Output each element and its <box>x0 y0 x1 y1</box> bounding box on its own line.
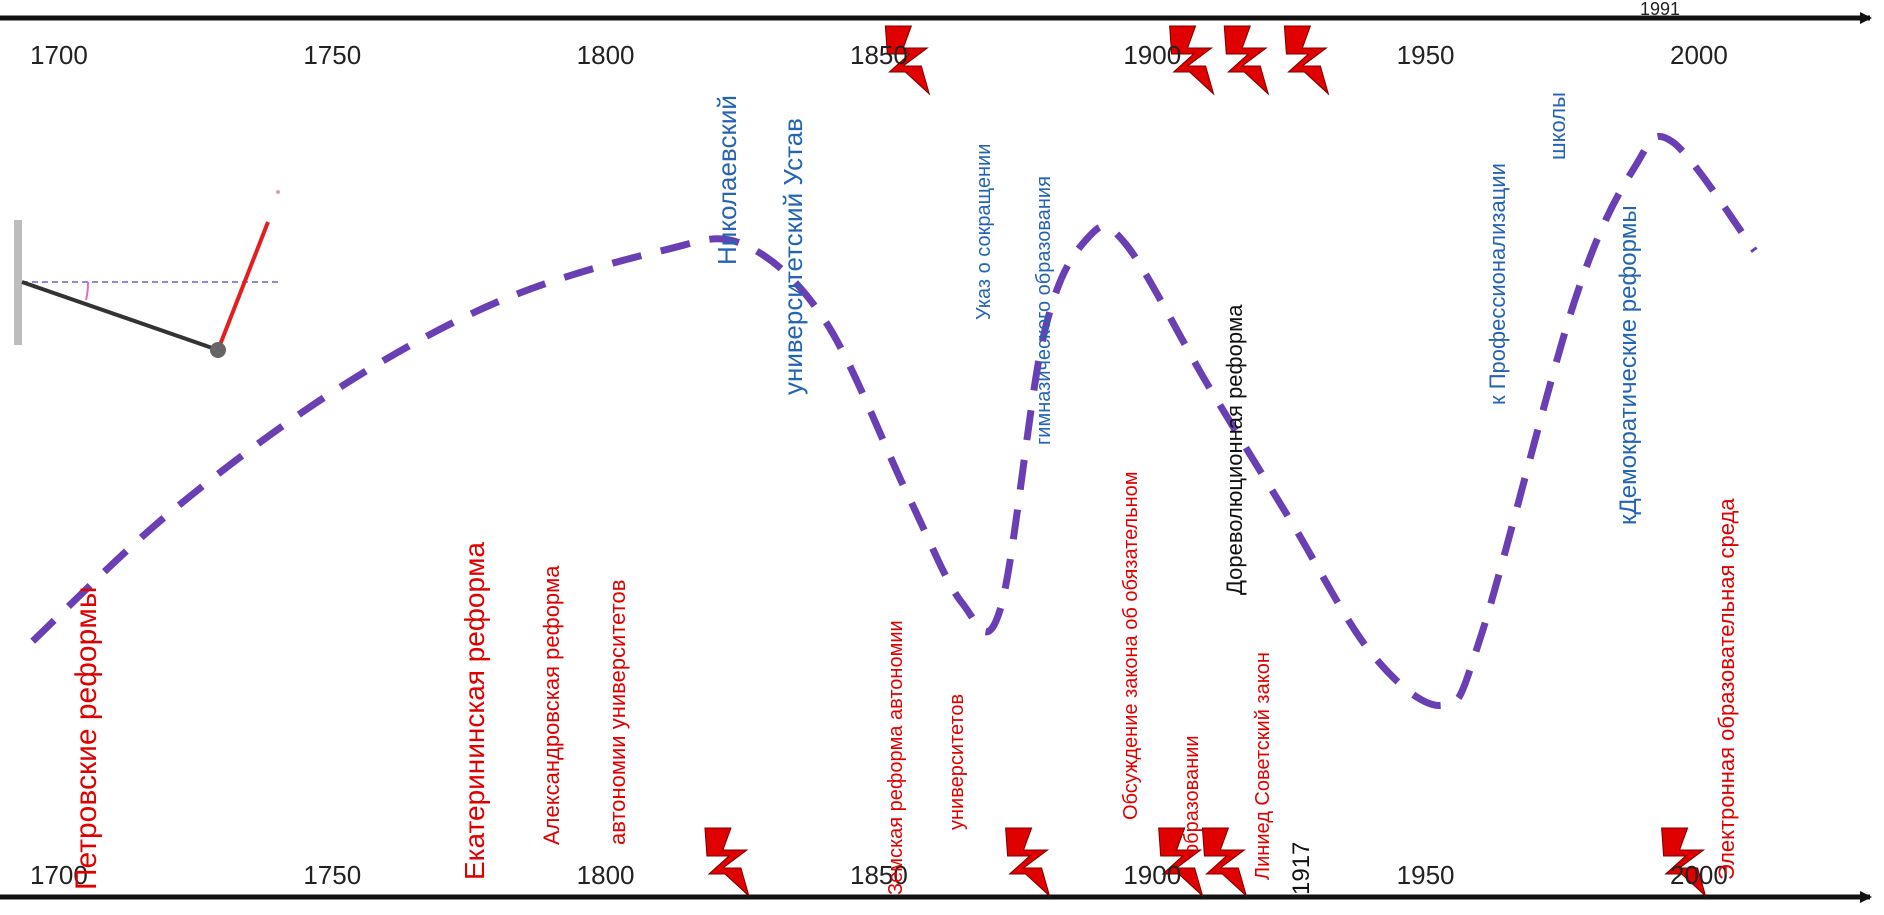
lightning-top-icon <box>884 25 931 96</box>
reform-label-dorevolyutsionnaya: Дореволюционная реформа <box>1222 304 1248 595</box>
lightning-bottom-icon <box>1005 827 1051 898</box>
reform-label-ukaz-2: гимназического образования <box>1033 176 1055 445</box>
reform-label-demokraticheskie: кДемократические реформы <box>1614 205 1642 525</box>
lightning-bottom-icon <box>1158 827 1204 898</box>
top-tick-label: 1800 <box>576 40 635 70</box>
reform-label-petrovskie: Петровские реформы <box>70 586 104 890</box>
bottom-tick-label: 2000 <box>1670 860 1728 890</box>
pendulum-pivot-dot <box>276 190 280 194</box>
reform-label-elektronnaya: Электронная образовательная среда <box>1714 498 1740 880</box>
reform-label-nikolaevskiy-2: университетский Устав <box>777 118 808 395</box>
lightning-top-icon <box>1283 25 1330 96</box>
top-tick-label: 1700 <box>30 40 88 70</box>
top-tick-label: 1950 <box>1396 40 1455 70</box>
top-tick-label: 2000 <box>1670 40 1728 70</box>
reform-label-obsuzhdenie-1: Обсуждение закона об обязательном <box>1120 471 1143 820</box>
pendulum-arm <box>21 280 219 352</box>
reform-label-professionalizatsiya-2: школы <box>1544 92 1570 160</box>
reform-label-aleksandrovskaya-1: Александровская реформа <box>539 565 564 845</box>
lightning-bottom-icon <box>1661 827 1707 898</box>
lightning-bottom-icon <box>704 827 750 898</box>
year-1917-label: 1917 <box>1288 841 1315 895</box>
bottom-tick-label: 1850 <box>850 860 908 890</box>
reform-label-nikolaevskiy-1: Николаевский <box>711 95 742 265</box>
education-level-curve <box>30 133 1758 709</box>
top-tick-label: 1900 <box>1123 40 1182 70</box>
lightning-top-icon <box>1169 25 1215 96</box>
lightning-top-icon <box>1223 25 1270 96</box>
bottom-tick-label: 1800 <box>576 860 635 890</box>
reform-label-linited: Линиед Советский закон <box>1251 652 1274 880</box>
bottom-tick-label: 1950 <box>1396 860 1455 890</box>
pendulum-icon <box>14 190 280 358</box>
reform-label-aleksandrovskaya-2: автономии университетов <box>604 579 630 845</box>
pendulum-string <box>216 221 270 351</box>
top-edge-year: 1991 <box>1640 0 1681 19</box>
pendulum-angle-arc <box>85 281 90 301</box>
top-tick-label: 1750 <box>303 40 362 70</box>
reform-label-zemskaya-2: университетов <box>945 693 968 830</box>
reform-label-professionalizatsiya-1: к Профессионализации <box>1484 163 1510 405</box>
top-tick-label: 1850 <box>850 40 908 70</box>
reform-label-ukaz-1: Указ о сокращении <box>972 143 995 320</box>
bottom-tick-label: 1900 <box>1123 860 1182 890</box>
bottom-tick-label: 1700 <box>30 860 88 890</box>
lightning-bottom-icon <box>1201 827 1248 898</box>
bottom-tick-label: 1750 <box>303 860 362 890</box>
pendulum-bob <box>210 342 226 358</box>
reform-label-ekaterininskaya: Екатерининская реформа <box>459 542 491 880</box>
pendulum-wall <box>14 220 22 345</box>
reform-label-zemskaya-1: Земская реформа автономии <box>885 620 908 895</box>
reform-label-obsuzhdenie-2: образовании <box>1180 735 1203 855</box>
